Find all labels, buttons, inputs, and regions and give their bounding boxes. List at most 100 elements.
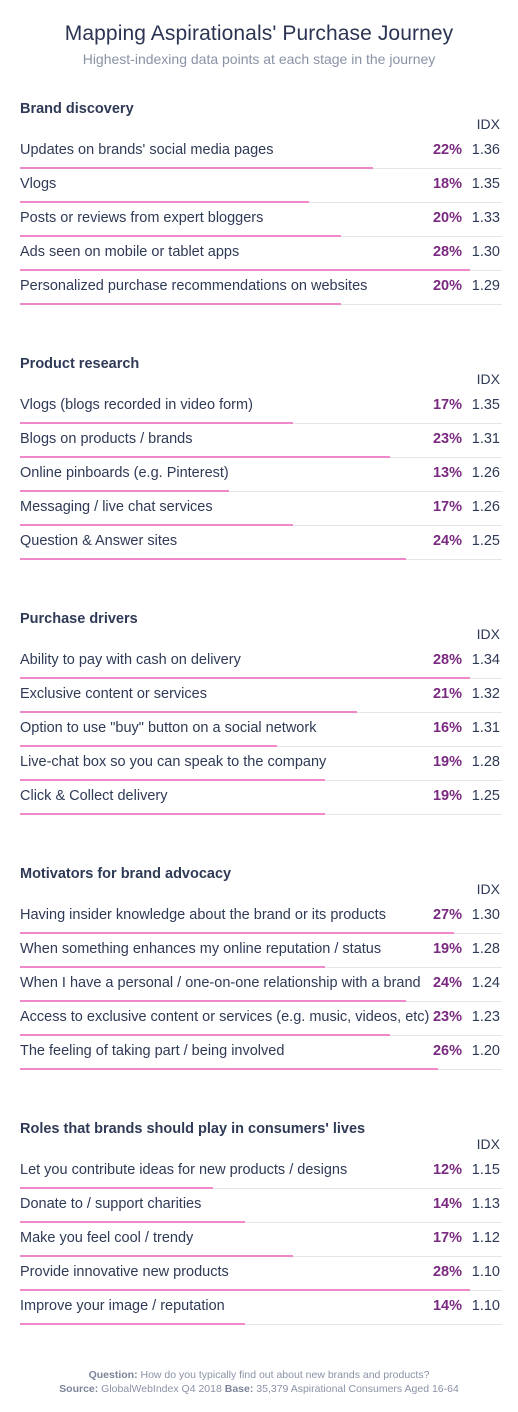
row-label: Let you contribute ideas for new product… <box>20 1162 348 1178</box>
row-label: Live-chat box so you can speak to the co… <box>20 754 327 770</box>
row-index: 1.10 <box>471 1298 500 1314</box>
table-row: Click & Collect delivery 19% 1.25 <box>20 781 502 815</box>
section-title: Roles that brands should play in consume… <box>20 1121 366 1137</box>
row-percentage: 19% <box>432 941 462 957</box>
question-label: Question: <box>88 1369 138 1381</box>
row-percentage: 14% <box>432 1196 462 1212</box>
section-rows: Vlogs (blogs recorded in video form) 17% 1… <box>20 390 502 560</box>
row-label: Access to exclusive content or services … <box>20 1009 430 1025</box>
row-label: Option to use "buy" button on a social n… <box>20 720 317 736</box>
row-label: Click & Collect delivery <box>20 788 168 804</box>
row-percentage: 20% <box>432 210 462 226</box>
row-index: 1.33 <box>471 210 500 226</box>
bar <box>20 1289 470 1291</box>
row-index: 1.12 <box>471 1230 500 1246</box>
row-index: 1.30 <box>471 907 500 923</box>
table-row: Having insider knowledge about the brand… <box>20 900 502 934</box>
base-text: 35,379 Aspirational Consumers Aged 16-64 <box>256 1383 459 1395</box>
table-row: Access to exclusive content or services … <box>20 1002 502 1036</box>
question-text: How do you typically find out about new … <box>140 1369 430 1381</box>
row-index: 1.15 <box>471 1162 500 1178</box>
section-title: Motivators for brand advocacy <box>20 866 232 882</box>
bar <box>20 1034 390 1036</box>
section-rows: Having insider knowledge about the brand… <box>20 900 502 1070</box>
page-title: Mapping Aspirationals' Purchase Journey <box>64 22 454 45</box>
row-label: Question & Answer sites <box>20 533 178 549</box>
row-percentage: 20% <box>432 278 462 294</box>
row-label: Blogs on products / brands <box>20 431 193 447</box>
table-row: Posts or reviews from expert bloggers 20%… <box>20 203 502 237</box>
table-row: Provide innovative new products 28% 1.10 <box>20 1257 502 1291</box>
source-text: GlobalWebIndex Q4 2018 <box>101 1383 222 1395</box>
footer-question-line: Question: How do you typically find out … <box>0 1368 518 1382</box>
table-row: Question & Answer sites 24% 1.25 <box>20 526 502 560</box>
table-row: Updates on brands' social media pages 22%… <box>20 135 502 169</box>
row-index: 1.32 <box>471 686 500 702</box>
bar <box>20 167 373 169</box>
chart-section: Brand discovery IDX Updates on brands' soc… <box>20 101 502 321</box>
row-label: Having insider knowledge about the brand… <box>20 907 386 923</box>
bar <box>20 269 470 271</box>
row-label: Improve your image / reputation <box>20 1298 225 1314</box>
row-label: Vlogs (blogs recorded in video form) <box>20 397 253 413</box>
table-row: When I have a personal / one-on-one rela… <box>20 968 502 1002</box>
bar <box>20 779 325 781</box>
table-row: Ability to pay with cash on delivery 28% 1… <box>20 645 502 679</box>
row-index: 1.26 <box>471 465 500 481</box>
row-percentage: 18% <box>432 176 462 192</box>
row-label: Provide innovative new products <box>20 1264 229 1280</box>
row-percentage: 24% <box>432 533 462 549</box>
row-percentage: 28% <box>432 652 462 668</box>
row-percentage: 24% <box>432 975 462 991</box>
table-row: Personalized purchase recommendations on… <box>20 271 502 305</box>
bar <box>20 456 390 458</box>
table-row: When something enhances my online reputa… <box>20 934 502 968</box>
footer-source-line: Source: GlobalWebIndex Q4 2018 Base: 35,… <box>0 1382 518 1396</box>
idx-column-header: IDX <box>476 116 500 132</box>
row-percentage: 16% <box>432 720 462 736</box>
idx-column-header: IDX <box>476 371 500 387</box>
bar <box>20 932 454 934</box>
bar <box>20 235 341 237</box>
chart-section: Roles that brands should play in consume… <box>20 1121 502 1341</box>
bar <box>20 201 309 203</box>
row-index: 1.10 <box>471 1264 500 1280</box>
idx-column-header: IDX <box>476 881 500 897</box>
bar <box>20 711 357 713</box>
table-row: Donate to / support charities 14% 1.13 <box>20 1189 502 1223</box>
bar <box>20 1187 213 1189</box>
row-label: Donate to / support charities <box>20 1196 202 1212</box>
row-percentage: 13% <box>432 465 462 481</box>
row-label: Exclusive content or services <box>20 686 207 702</box>
row-percentage: 26% <box>432 1043 462 1059</box>
bar <box>20 966 325 968</box>
row-label: When something enhances my online reputa… <box>20 941 382 957</box>
table-row: Blogs on products / brands 23% 1.31 <box>20 424 502 458</box>
row-label: Vlogs <box>20 176 57 192</box>
row-index: 1.25 <box>471 788 500 804</box>
bar <box>20 422 293 424</box>
row-percentage: 17% <box>432 499 462 515</box>
table-row: Improve your image / reputation 14% 1.10 <box>20 1291 502 1325</box>
source-label: Source: <box>59 1383 99 1395</box>
row-label: Messaging / live chat services <box>20 499 213 515</box>
row-percentage: 28% <box>432 244 462 260</box>
chart-section: Purchase drivers IDX Ability to pay with c… <box>20 611 502 831</box>
row-index: 1.13 <box>471 1196 500 1212</box>
table-row: Ads seen on mobile or tablet apps 28% 1.30 <box>20 237 502 271</box>
bar <box>20 745 277 747</box>
row-index: 1.24 <box>471 975 500 991</box>
table-row: Make you feel cool / trendy 17% 1.12 <box>20 1223 502 1257</box>
row-percentage: 28% <box>432 1264 462 1280</box>
chart-section: Product research IDX Vlogs (blogs recorded… <box>20 356 502 576</box>
row-percentage: 23% <box>432 1009 462 1025</box>
row-index: 1.30 <box>471 244 500 260</box>
row-label: When I have a personal / one-on-one rela… <box>20 975 421 991</box>
row-index: 1.31 <box>471 720 500 736</box>
table-row: Vlogs (blogs recorded in video form) 17% 1… <box>20 390 502 424</box>
row-label: Updates on brands' social media pages <box>20 142 274 158</box>
table-row: Messaging / live chat services 17% 1.26 <box>20 492 502 526</box>
row-index: 1.28 <box>471 941 500 957</box>
section-title: Brand discovery <box>20 101 134 117</box>
row-percentage: 23% <box>432 431 462 447</box>
